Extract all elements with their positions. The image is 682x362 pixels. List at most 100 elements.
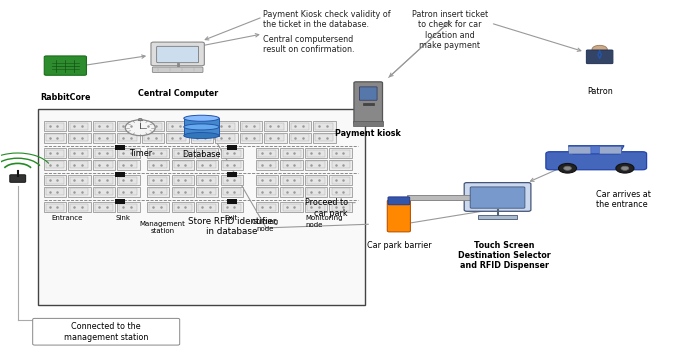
FancyBboxPatch shape [387, 200, 411, 232]
Bar [117, 121, 140, 131]
Bar [144, 123, 162, 130]
FancyBboxPatch shape [569, 146, 591, 154]
Bar [353, 122, 383, 126]
Bar [95, 150, 113, 157]
Bar [282, 188, 301, 195]
Bar [68, 148, 91, 158]
Bar [95, 123, 113, 130]
Text: Patron insert ticket
to check for car
location and
make payment: Patron insert ticket to check for car lo… [412, 10, 488, 50]
Bar [282, 177, 301, 184]
Bar [70, 123, 88, 130]
Bar [329, 175, 352, 185]
Text: Car arrives at
the entrance: Car arrives at the entrance [596, 190, 651, 209]
Text: Entrance: Entrance [52, 215, 83, 220]
Bar [313, 121, 336, 131]
Circle shape [559, 164, 576, 173]
Bar [227, 199, 237, 204]
Bar [239, 133, 262, 143]
Bar [93, 148, 115, 158]
Bar [46, 204, 64, 211]
Bar [331, 188, 350, 195]
Ellipse shape [183, 115, 219, 121]
Bar [307, 188, 325, 195]
Bar [223, 161, 241, 168]
Bar [256, 175, 278, 185]
Bar [258, 177, 276, 184]
Bar [93, 202, 115, 212]
FancyBboxPatch shape [151, 42, 205, 66]
Bar [407, 195, 482, 200]
Ellipse shape [183, 132, 219, 139]
Bar [144, 134, 162, 141]
Bar [44, 175, 66, 185]
Bar [307, 161, 325, 168]
Bar [305, 175, 327, 185]
Bar [117, 160, 140, 170]
Bar [119, 188, 137, 195]
Bar [223, 177, 241, 184]
Bar [46, 134, 64, 141]
Bar [93, 160, 115, 170]
Bar [93, 121, 115, 131]
Bar [264, 133, 286, 143]
Bar [258, 161, 276, 168]
Circle shape [138, 118, 142, 120]
Bar [46, 150, 64, 157]
Bar [70, 134, 88, 141]
Text: Proceed to
car park: Proceed to car park [305, 198, 348, 218]
Text: Sink: Sink [116, 215, 131, 220]
Bar [172, 175, 194, 185]
Bar [93, 175, 115, 185]
Bar [93, 133, 115, 143]
Bar [117, 202, 140, 212]
Bar [147, 187, 170, 197]
Bar [280, 175, 303, 185]
Circle shape [563, 166, 572, 171]
Bar [198, 150, 216, 157]
Bar [149, 188, 167, 195]
Bar [44, 121, 66, 131]
FancyBboxPatch shape [599, 146, 621, 154]
Bar [174, 150, 192, 157]
Text: Payment Kiosk check validity of
the ticket in the database.: Payment Kiosk check validity of the tick… [263, 10, 390, 29]
Bar [256, 202, 278, 212]
Text: Monitoring
node: Monitoring node [306, 215, 343, 228]
Bar [119, 150, 137, 157]
Bar [264, 121, 286, 131]
Bar [363, 104, 374, 105]
Bar [239, 121, 262, 131]
Bar [46, 177, 64, 184]
Bar [193, 134, 211, 141]
Bar [193, 123, 211, 130]
Bar [70, 150, 88, 157]
Bar [288, 133, 311, 143]
Bar [149, 177, 167, 184]
Bar [196, 175, 218, 185]
Bar [329, 202, 352, 212]
Text: Central computersend
result on confirmation.: Central computersend result on confirmat… [263, 35, 354, 54]
Bar [331, 161, 350, 168]
Bar [172, 160, 194, 170]
Text: RabbitCore: RabbitCore [40, 93, 91, 102]
Text: Patron: Patron [587, 87, 612, 96]
Bar [198, 161, 216, 168]
FancyBboxPatch shape [388, 197, 410, 205]
Bar [174, 188, 192, 195]
Circle shape [616, 164, 634, 173]
Ellipse shape [183, 124, 219, 130]
Bar [280, 160, 303, 170]
Bar [305, 148, 327, 158]
Circle shape [592, 45, 607, 54]
Bar [280, 202, 303, 212]
Text: Database: Database [182, 150, 221, 159]
Bar [242, 134, 260, 141]
Bar [115, 145, 125, 150]
Bar [115, 172, 125, 177]
Bar [305, 160, 327, 170]
Bar [196, 202, 218, 212]
Bar [196, 187, 218, 197]
Bar [117, 148, 140, 158]
Text: Guiding
node: Guiding node [251, 219, 278, 232]
FancyBboxPatch shape [157, 46, 198, 63]
Bar [44, 202, 66, 212]
